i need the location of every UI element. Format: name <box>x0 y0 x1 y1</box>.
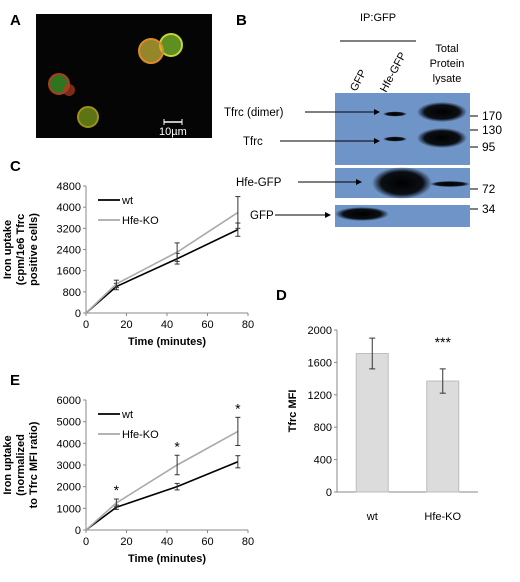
legend-label-e-wt: wt <box>121 409 133 421</box>
y-tick-label: 800 <box>314 422 332 434</box>
panel-label-e: E <box>10 372 21 389</box>
band-tfrc-hfe <box>383 136 407 142</box>
arrowhead-tfrc <box>374 138 380 144</box>
series-line-c-wt <box>85 228 239 314</box>
y-tick-label: 1600 <box>57 266 81 278</box>
marker-170: 170 <box>482 109 502 123</box>
lane-label-total-3: lysate <box>433 73 462 85</box>
y-tick-label: 2000 <box>57 482 81 494</box>
bar-hfe-ko <box>426 380 460 493</box>
significance-stars: *** <box>435 334 452 350</box>
y-tick-label: 400 <box>314 455 332 467</box>
category-label-wt: wt <box>366 511 378 523</box>
lane-label-total-2: Protein <box>430 58 465 70</box>
y-tick-label: 4000 <box>57 438 81 450</box>
y-tick-label: 4000 <box>57 202 81 214</box>
band-gfp <box>335 207 389 221</box>
x-tick-label: 40 <box>161 536 173 548</box>
panel-label-b: B <box>236 12 247 29</box>
y-tick-label: 0 <box>326 487 332 499</box>
cell-red-spot <box>63 84 75 96</box>
y-tick-label: 4800 <box>57 181 81 193</box>
y-tick-label: 5000 <box>57 417 81 429</box>
marker-130: 130 <box>482 123 502 137</box>
significance-star: * <box>235 400 241 416</box>
x-tick-label: 80 <box>242 319 254 331</box>
marker-95: 95 <box>482 140 496 154</box>
y-tick-label: 3000 <box>57 460 81 472</box>
cell-4 <box>77 106 99 128</box>
bar-wt <box>355 352 389 493</box>
y-tick-label: 2000 <box>308 325 332 337</box>
arrowhead-tfrc-dimer <box>374 109 380 115</box>
micrograph: 10µm <box>36 14 212 138</box>
y-tick-label: 2400 <box>57 245 81 257</box>
series-line-e-wt <box>85 461 239 531</box>
y-tick-label: 800 <box>63 287 81 299</box>
band-tfrc-dimer-total <box>417 102 467 122</box>
row-label-gfp: GFP <box>250 210 274 222</box>
significance-star: * <box>114 482 120 498</box>
y-tick-label: 3200 <box>57 223 81 235</box>
band-hfe-gfp <box>372 167 432 199</box>
y-tick-label: 1000 <box>57 503 81 515</box>
y-tick-label: 1200 <box>308 390 332 402</box>
y-axis-label-e-2: (normalized <box>15 434 27 496</box>
x-axis-label-e: Time (minutes) <box>128 553 206 565</box>
y-tick-label: 1600 <box>308 357 332 369</box>
band-tfrc-dimer-hfe <box>383 111 407 117</box>
x-tick-label: 0 <box>83 319 89 331</box>
legend-label-c-hfe-ko: Hfe-KO <box>122 215 159 227</box>
series-line-e-hfe-ko <box>85 430 239 531</box>
band-tfrc-total <box>417 128 467 148</box>
y-axis-label-c-3: positive cells) <box>28 213 40 286</box>
y-axis-label-c-1: Iron uptake <box>2 220 14 279</box>
row-label-hfe-gfp: Hfe-GFP <box>236 177 282 189</box>
legend-label-c-wt: wt <box>121 195 133 207</box>
western-blot: IP:GFP GFP Hfe-GFP Total Protein lysate … <box>224 12 502 227</box>
x-tick-label: 0 <box>83 536 89 548</box>
series-line-c-hfe-ko <box>85 211 239 314</box>
x-tick-label: 20 <box>120 536 132 548</box>
x-tick-label: 60 <box>201 536 213 548</box>
cell-2 <box>138 38 164 64</box>
panel-label-c: C <box>10 158 21 175</box>
row-label-tfrc-dimer: Tfrc (dimer) <box>224 107 284 119</box>
x-tick-label: 60 <box>201 319 213 331</box>
panel-label-d: D <box>276 287 287 304</box>
arrowhead-hfe-gfp <box>356 179 362 185</box>
panel-label-a: A <box>10 12 21 29</box>
significance-star: * <box>174 438 180 454</box>
y-axis-label-e-3: to Tfrc MFI ratio) <box>28 421 40 508</box>
marker-34: 34 <box>482 202 496 216</box>
ip-label: IP:GFP <box>360 12 396 24</box>
marker-72: 72 <box>482 182 496 196</box>
x-tick-label: 40 <box>161 319 173 331</box>
category-label-hfe-ko: Hfe-KO <box>424 511 461 523</box>
x-axis-label-c: Time (minutes) <box>128 336 206 348</box>
legend-label-e-hfe-ko: Hfe-KO <box>122 429 159 441</box>
x-tick-label: 20 <box>120 319 132 331</box>
y-tick-label: 0 <box>75 525 81 537</box>
y-tick-label: 0 <box>75 308 81 320</box>
row-label-tfrc: Tfrc <box>243 136 263 148</box>
y-tick-label: 6000 <box>57 395 81 407</box>
arrowhead-gfp <box>325 212 331 218</box>
y-axis-label-e-1: Iron uptake <box>2 435 14 494</box>
y-axis-label-d: Tfrc MFI <box>287 390 299 433</box>
band-hfe-gfp-total <box>430 181 470 187</box>
scale-bar-label: 10µm <box>159 126 187 138</box>
x-tick-label: 80 <box>242 536 254 548</box>
micrograph-image: 10µm <box>36 14 212 138</box>
lane-label-total-1: Total <box>435 43 458 55</box>
y-axis-label-c-2: (cpm/1e6 Tfrc <box>15 214 27 286</box>
